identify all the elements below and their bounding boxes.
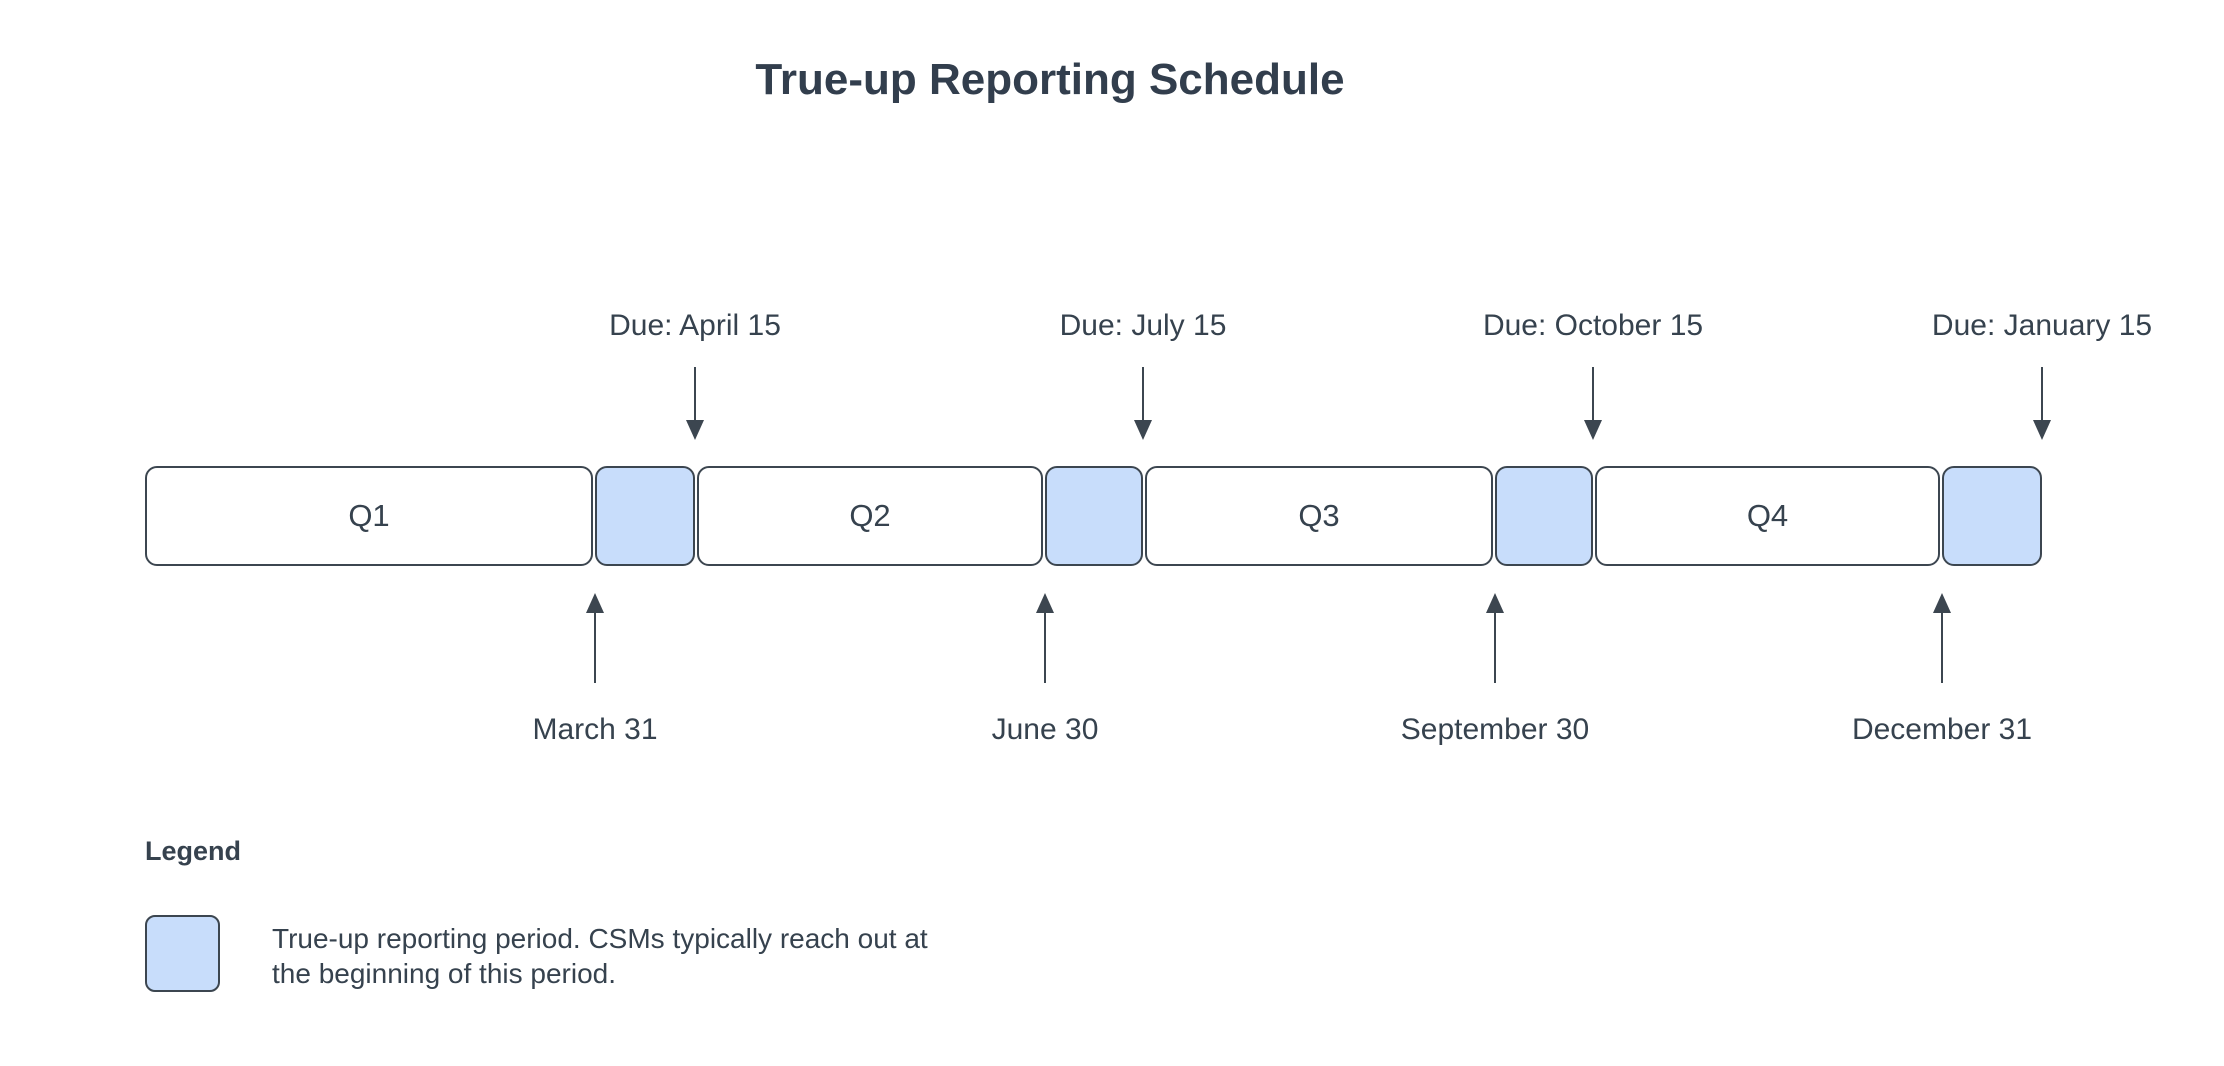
due-date-label: Due: April 15 [609, 309, 781, 342]
quarter-label-q2: Q2 [849, 498, 891, 533]
arrow-up-icon [1494, 609, 1496, 683]
legend-trueup-swatch [145, 915, 220, 992]
quarter-box-q4: Q4 [1595, 466, 1940, 566]
quarter-end-label: September 30 [1400, 713, 1590, 746]
legend-description-line1: True-up reporting period. CSMs typically… [272, 923, 928, 954]
arrow-down-head-icon [686, 420, 704, 440]
trueup-period-box-1 [595, 466, 695, 566]
quarter-label-q1: Q1 [348, 498, 390, 533]
timeline-bar: Q1 Q2 Q3 Q4 [145, 466, 2042, 566]
quarter-end-label: March 31 [532, 713, 658, 746]
arrow-up-icon [594, 609, 596, 683]
arrow-down-icon [1592, 367, 1594, 422]
arrow-down-head-icon [2033, 420, 2051, 440]
arrow-up-head-icon [1933, 593, 1951, 613]
trueup-period-box-4 [1942, 466, 2042, 566]
quarter-box-q1: Q1 [145, 466, 593, 566]
due-date-label: Due: October 15 [1482, 309, 1704, 342]
quarter-box-q3: Q3 [1145, 466, 1493, 566]
quarter-label-q3: Q3 [1298, 498, 1340, 533]
due-date-label: Due: January 15 [1931, 309, 2153, 342]
arrow-up-head-icon [1486, 593, 1504, 613]
arrow-up-icon [1941, 609, 1943, 683]
quarter-box-q2: Q2 [697, 466, 1043, 566]
trueup-period-box-3 [1495, 466, 1593, 566]
arrow-up-icon [1044, 609, 1046, 683]
arrow-down-head-icon [1584, 420, 1602, 440]
quarter-label-q4: Q4 [1746, 498, 1789, 533]
arrow-up-head-icon [586, 593, 604, 613]
quarter-end-label: June 30 [991, 713, 1099, 746]
arrow-down-icon [2041, 367, 2043, 422]
arrow-up-head-icon [1036, 593, 1054, 613]
trueup-period-box-2 [1045, 466, 1143, 566]
quarter-end-label: December 31 [1851, 713, 2033, 746]
arrow-down-icon [1142, 367, 1144, 422]
legend-description-line2: the beginning of this period. [272, 958, 617, 989]
due-date-label: Due: July 15 [1059, 309, 1227, 342]
legend-description: True-up reporting period. CSMs typically… [272, 921, 928, 991]
legend-heading: Legend [145, 836, 242, 866]
arrow-down-icon [694, 367, 696, 422]
page-title: True-up Reporting Schedule [755, 55, 1345, 104]
arrow-down-head-icon [1134, 420, 1152, 440]
